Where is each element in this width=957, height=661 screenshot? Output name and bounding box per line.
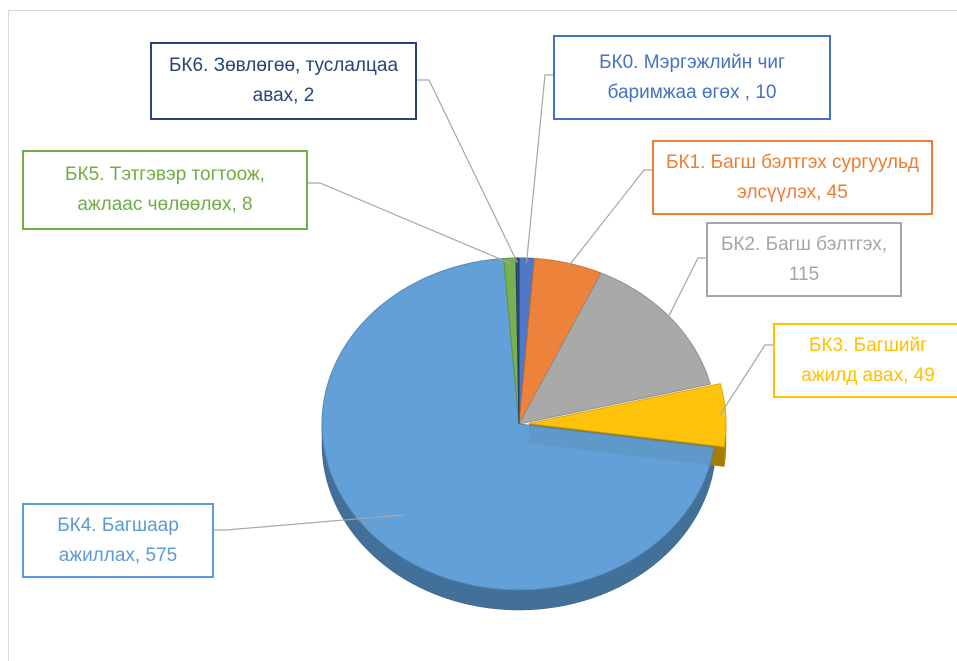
slice [518, 272, 711, 425]
value-label: 49 [913, 364, 935, 386]
data-label: БК0. Мэргэжлийн чиг баримжаа өгөх , 10 [553, 35, 831, 120]
category-name: БК0. Мэргэжлийн чиг баримжаа өгөх , [599, 51, 785, 103]
data-label: БК5. Тэтгэвэр тогтоож, ажлаас чөлөөлөх, … [22, 150, 308, 230]
data-label: БК1. Багш бэлтгэх сургуульд элсүүлэх, 45 [652, 140, 933, 215]
leader-line [525, 74, 553, 264]
category-name: БК6. Зөвлөгөө, туслалцаа авах, [168, 55, 399, 106]
category-name: БК3. Багшийг ажилд авах, [801, 334, 928, 386]
category-name: БК4. Багшаар ажиллах, [57, 514, 179, 566]
data-label: БК3. Багшийг ажилд авах, 49 [773, 323, 957, 398]
slice [518, 257, 602, 425]
value-label: 45 [826, 181, 848, 203]
data-label: БК2. Багш бэлтгэх, 115 [706, 222, 902, 297]
category-name: БК5. Тэтгэвэр тогтоож, ажлаас чөлөөлөх, [65, 164, 265, 215]
slice [515, 257, 520, 425]
leader-line [719, 344, 773, 416]
data-label: БК4. Багшаар ажиллах, 575 [22, 503, 214, 578]
data-label: БК6. Зөвлөгөө, туслалцаа авах, 2 [150, 42, 417, 120]
frame [8, 10, 957, 661]
leader-line [308, 182, 511, 264]
value-label: 115 [788, 263, 820, 285]
leader-line [214, 514, 405, 531]
category-name: БК1. Багш бэлтгэх сургуульд элсүүлэх, [665, 151, 919, 203]
value-label: 2 [303, 85, 315, 106]
value-label: 575 [145, 544, 178, 566]
leader-line [665, 257, 706, 322]
value-label: 8 [242, 194, 253, 215]
leader-line [417, 79, 519, 264]
leader-line [566, 169, 652, 269]
category-name: БК2. Багш бэлтгэх, [720, 233, 888, 255]
slice [528, 383, 727, 448]
value-label: 10 [755, 81, 777, 103]
slice [321, 257, 715, 591]
